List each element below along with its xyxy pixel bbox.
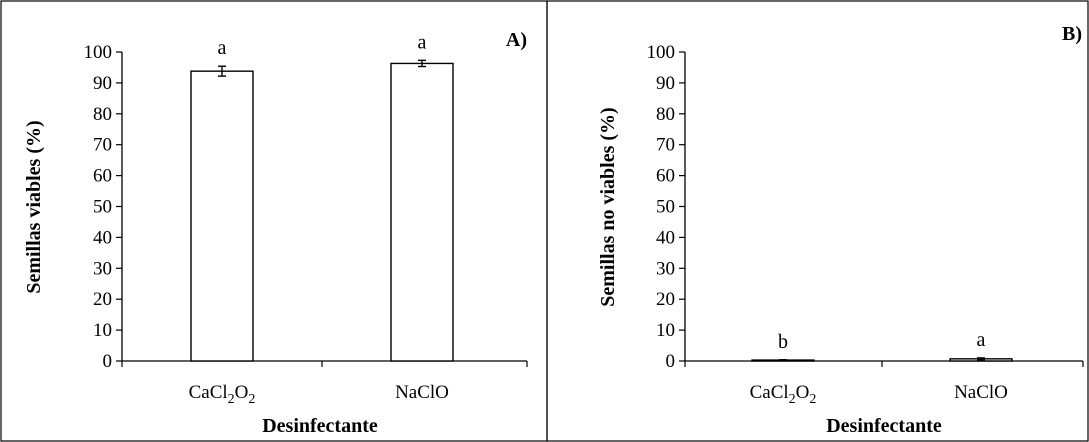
y-tick-label: 60 <box>93 166 112 187</box>
y-tick-label: 0 <box>666 351 676 372</box>
y-tick-label: 90 <box>93 73 112 94</box>
y-tick-label: 0 <box>103 351 113 372</box>
x-category-label: CaCl2O2 <box>189 382 256 407</box>
subscript: 2 <box>228 392 235 407</box>
y-tick-label: 20 <box>93 289 112 310</box>
chart-panel-b: 0102030405060708090100bCaCl2O2aNaClOB)De… <box>597 23 1084 437</box>
y-tick-label: 70 <box>656 135 675 156</box>
x-category-label: NaClO <box>954 382 1008 403</box>
y-tick-label: 20 <box>656 289 675 310</box>
x-axis-title: Desinfectante <box>262 415 378 437</box>
x-category-label: CaCl2O2 <box>750 382 817 407</box>
y-tick-label: 60 <box>656 166 675 187</box>
y-tick-label: 40 <box>93 227 112 248</box>
category-text: CaCl <box>750 382 789 403</box>
category-text: NaClO <box>954 382 1008 403</box>
y-tick-label: 80 <box>656 104 675 125</box>
y-axis-title: Semillas no viables (%) <box>597 107 619 306</box>
panel-a-border <box>0 0 548 442</box>
subscript: 2 <box>789 392 796 407</box>
category-text: O <box>796 382 810 403</box>
x-category-label: NaClO <box>395 382 449 403</box>
significance-letter: a <box>977 329 986 351</box>
subscript: 2 <box>248 392 255 407</box>
panel-label: A) <box>506 29 527 51</box>
x-axis-title: Desinfectante <box>826 415 942 437</box>
category-text: NaClO <box>395 382 449 403</box>
y-tick-label: 100 <box>84 42 113 63</box>
y-tick-label: 10 <box>93 320 112 341</box>
y-tick-label: 100 <box>647 42 676 63</box>
category-text: O <box>235 382 249 403</box>
y-axis-title: Semillas viables (%) <box>23 120 45 293</box>
y-tick-label: 30 <box>93 258 112 279</box>
y-tick-label: 30 <box>656 258 675 279</box>
bar <box>190 70 254 362</box>
significance-letter: a <box>418 31 427 53</box>
significance-letter: a <box>218 37 227 59</box>
panel-b-border <box>546 0 1089 442</box>
y-tick-label: 70 <box>93 135 112 156</box>
subscript: 2 <box>809 392 816 407</box>
significance-letter: b <box>778 331 788 353</box>
category-text: CaCl <box>189 382 228 403</box>
panel-label: B) <box>1062 23 1082 45</box>
y-tick-label: 80 <box>93 104 112 125</box>
y-tick-label: 40 <box>656 227 675 248</box>
y-tick-label: 10 <box>656 320 675 341</box>
y-tick-label: 90 <box>656 73 675 94</box>
y-tick-label: 50 <box>93 197 112 218</box>
bar <box>390 62 454 362</box>
y-tick-label: 50 <box>656 197 675 218</box>
